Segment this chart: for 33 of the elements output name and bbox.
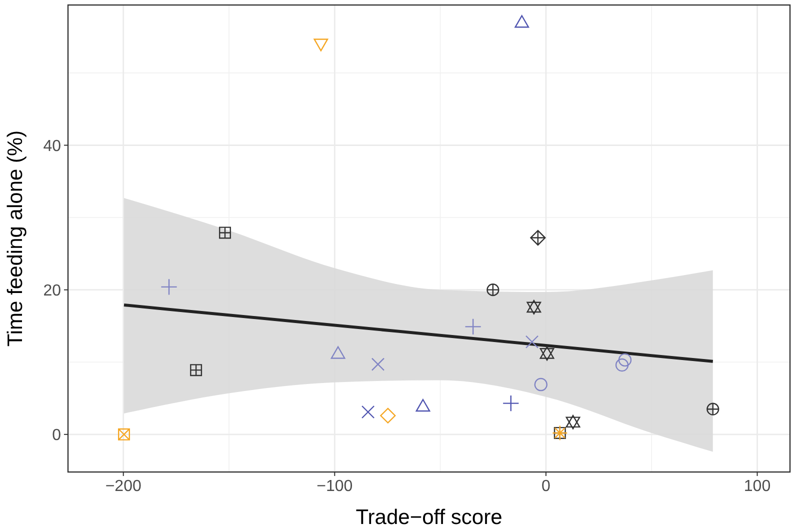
point (566, 414, 580, 430)
point (314, 38, 328, 52)
point (615, 358, 629, 372)
point (416, 399, 430, 412)
x-tick-label: 0 (542, 478, 550, 495)
point (526, 300, 542, 314)
x-tick-label: −100 (316, 478, 353, 495)
point (618, 353, 632, 367)
y-tick-label: 0 (52, 427, 62, 444)
point (160, 278, 178, 296)
point (706, 402, 720, 416)
x-tick-label: 100 (744, 478, 771, 495)
point (218, 226, 231, 239)
y-tick-label: 40 (43, 138, 62, 155)
point (525, 335, 539, 348)
line-series (122, 304, 714, 363)
x-tick-label: −200 (105, 478, 142, 495)
y-axis-title: Time feeding alone (%) (4, 130, 27, 347)
point (530, 230, 546, 246)
point (502, 394, 520, 412)
point (514, 15, 530, 28)
point (330, 346, 346, 359)
x-axis-title: Trade−off score (356, 506, 502, 529)
point (464, 318, 482, 336)
point (540, 346, 554, 361)
point (371, 358, 385, 371)
point (486, 284, 500, 296)
point (380, 408, 396, 424)
point (534, 378, 548, 392)
point (190, 364, 202, 376)
point (361, 405, 375, 419)
y-tick-label: 20 (43, 282, 62, 300)
point (118, 428, 130, 440)
